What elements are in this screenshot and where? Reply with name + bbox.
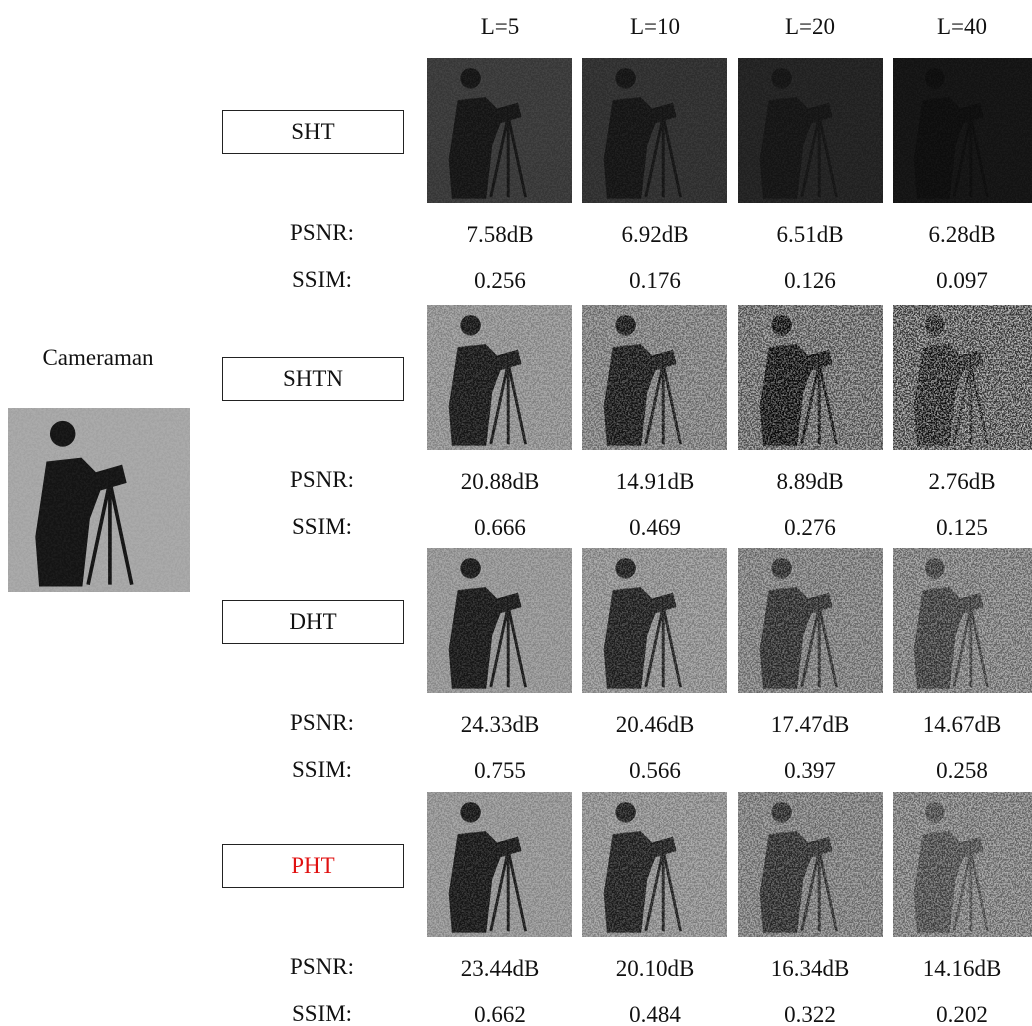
image-content	[738, 305, 883, 450]
image	[427, 305, 572, 450]
method-label: PHT	[222, 844, 404, 888]
ssim-value: 0.566	[629, 758, 681, 784]
ssim-value: 0.469	[629, 515, 681, 541]
psnr-value: 23.44dB	[461, 956, 540, 982]
ssim-label: SSIM:	[292, 514, 352, 540]
psnr-value: 20.10dB	[616, 956, 695, 982]
image	[893, 792, 1032, 937]
ssim-value: 0.322	[784, 1002, 836, 1026]
psnr-value: 6.28dB	[928, 222, 995, 248]
image-content	[738, 58, 883, 203]
image-content	[582, 58, 727, 203]
psnr-value: 14.16dB	[923, 956, 1002, 982]
psnr-label: PSNR:	[290, 220, 354, 246]
method-label: SHT	[222, 110, 404, 154]
ssim-value: 0.256	[474, 268, 526, 294]
psnr-value: 20.46dB	[616, 712, 695, 738]
psnr-value: 7.58dB	[466, 222, 533, 248]
image	[738, 58, 883, 203]
ssim-value: 0.202	[936, 1002, 988, 1026]
image-content	[427, 792, 572, 937]
psnr-value: 20.88dB	[461, 469, 540, 495]
image-content	[582, 305, 727, 450]
ssim-value: 0.126	[784, 268, 836, 294]
image	[8, 408, 190, 592]
ssim-value: 0.097	[936, 268, 988, 294]
image-content	[427, 305, 572, 450]
ssim-value: 0.666	[474, 515, 526, 541]
ssim-value: 0.176	[629, 268, 681, 294]
image-content	[893, 305, 1032, 450]
ssim-value: 0.276	[784, 515, 836, 541]
ssim-value: 0.258	[936, 758, 988, 784]
image-content	[893, 58, 1032, 203]
image	[582, 305, 727, 450]
psnr-label: PSNR:	[290, 467, 354, 493]
ssim-value: 0.125	[936, 515, 988, 541]
image	[893, 58, 1032, 203]
image	[893, 548, 1032, 693]
psnr-value: 6.92dB	[621, 222, 688, 248]
psnr-value: 17.47dB	[771, 712, 850, 738]
image-content	[582, 792, 727, 937]
column-header: L=5	[481, 14, 520, 40]
psnr-value: 16.34dB	[771, 956, 850, 982]
psnr-label: PSNR:	[290, 710, 354, 736]
image	[738, 305, 883, 450]
image	[893, 305, 1032, 450]
image	[427, 548, 572, 693]
image	[582, 58, 727, 203]
psnr-value: 14.91dB	[616, 469, 695, 495]
image-content	[893, 548, 1032, 693]
image-content	[8, 408, 190, 592]
psnr-value: 8.89dB	[776, 469, 843, 495]
image	[738, 548, 883, 693]
psnr-value: 2.76dB	[928, 469, 995, 495]
image-content	[738, 548, 883, 693]
column-header: L=40	[937, 14, 987, 40]
image-content	[427, 58, 572, 203]
image-content	[582, 548, 727, 693]
method-label: DHT	[222, 600, 404, 644]
ssim-label: SSIM:	[292, 267, 352, 293]
column-header: L=20	[785, 14, 835, 40]
original-label: Cameraman	[42, 345, 153, 371]
psnr-value: 6.51dB	[776, 222, 843, 248]
figure: Cameraman L=5 L=10 L=20 L=40 SHT 7.58dB 0.256…	[0, 0, 1032, 1026]
image	[582, 548, 727, 693]
image-content	[893, 792, 1032, 937]
psnr-label: PSNR:	[290, 954, 354, 980]
method-label: SHTN	[222, 357, 404, 401]
image-content	[738, 792, 883, 937]
ssim-value: 0.484	[629, 1002, 681, 1026]
ssim-label: SSIM:	[292, 757, 352, 783]
image	[427, 792, 572, 937]
image	[738, 792, 883, 937]
psnr-value: 14.67dB	[923, 712, 1002, 738]
ssim-value: 0.397	[784, 758, 836, 784]
image	[582, 792, 727, 937]
psnr-value: 24.33dB	[461, 712, 540, 738]
column-header: L=10	[630, 14, 680, 40]
ssim-value: 0.755	[474, 758, 526, 784]
ssim-value: 0.662	[474, 1002, 526, 1026]
ssim-label: SSIM:	[292, 1001, 352, 1026]
image	[427, 58, 572, 203]
image-content	[427, 548, 572, 693]
